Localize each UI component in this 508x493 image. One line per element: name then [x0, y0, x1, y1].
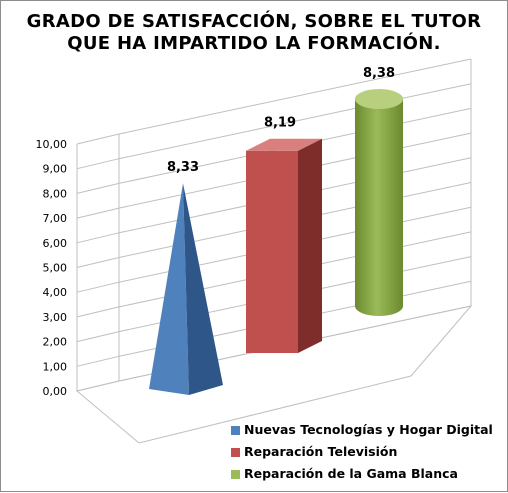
y-tick-label-5: 5,00 — [43, 262, 68, 275]
bar-2-body — [355, 99, 403, 316]
y-tick-label-7: 7,00 — [43, 212, 68, 225]
legend-item-0: Nuevas Tecnologías y Hogar Digital — [231, 419, 506, 441]
chart-title-line-1: GRADO DE SATISFACCIÓN, SOBRE EL TUTOR — [26, 11, 482, 32]
legend-item-2: Reparación de la Gama Blanca — [231, 463, 506, 485]
gridline-left-3 — [76, 306, 120, 318]
gridline-left-4 — [76, 281, 120, 293]
data-label-2: 8,38 — [363, 66, 395, 81]
legend: Nuevas Tecnologías y Hogar Digital Repar… — [231, 419, 506, 485]
legend-label-2: Reparación de la Gama Blanca — [244, 466, 458, 481]
bar-0-front-face — [149, 183, 189, 395]
gridline-left-5 — [76, 257, 120, 268]
legend-swatch-1 — [231, 448, 240, 457]
y-tick-label-6: 6,00 — [43, 237, 68, 250]
floor — [75, 305, 473, 444]
y-tick-label-10: 10,00 — [36, 138, 68, 151]
gridline-left-9 — [76, 158, 120, 170]
bar-1-side-face — [298, 138, 322, 353]
gridline-left-8 — [76, 182, 120, 194]
data-labels: 8,33 8,19 8,38 — [167, 66, 395, 175]
y-tick-label-8: 8,00 — [43, 187, 68, 200]
y-tick-label-4: 4,00 — [43, 286, 68, 299]
bar-1-top-face — [246, 138, 322, 151]
gridline-left-2 — [76, 331, 120, 343]
y-tick-label-9: 9,00 — [43, 163, 68, 176]
gridline-left-1 — [76, 355, 120, 367]
data-label-0: 8,33 — [167, 160, 199, 175]
y-tick-label-2: 2,00 — [43, 336, 68, 349]
legend-swatch-0 — [231, 426, 240, 435]
gridline-back-9 — [118, 83, 472, 160]
legend-label-1: Reparación Televisión — [244, 444, 398, 459]
gridline-left-6 — [76, 232, 120, 244]
bar-1-front-face — [246, 150, 298, 353]
gridline-left-7 — [76, 207, 120, 219]
gridline-left-10 — [76, 133, 120, 145]
legend-item-1: Reparación Televisión — [231, 441, 506, 463]
legend-label-0: Nuevas Tecnologías y Hogar Digital — [244, 422, 493, 437]
y-axis-ticks: 0,00 1,00 2,00 3,00 4,00 5,00 6,00 7,00 8,00 9,00… — [36, 138, 68, 398]
chart-title: GRADO DE SATISFACCIÓN, SOBRE EL TUTOR QU… — [1, 11, 507, 55]
bar-series — [149, 89, 403, 395]
y-tick-label-3: 3,00 — [43, 311, 68, 324]
gridline-back-10 — [118, 58, 472, 135]
data-label-1: 8,19 — [264, 116, 296, 131]
y-tick-label-0: 0,00 — [43, 385, 68, 398]
legend-swatch-2 — [231, 470, 240, 479]
bar-2-top — [355, 89, 403, 110]
y-tick-label-1: 1,00 — [43, 360, 68, 373]
bar-0-side-face — [183, 183, 223, 395]
chart-title-line-2: QUE HA IMPARTIDO LA FORMACIÓN. — [67, 33, 441, 54]
